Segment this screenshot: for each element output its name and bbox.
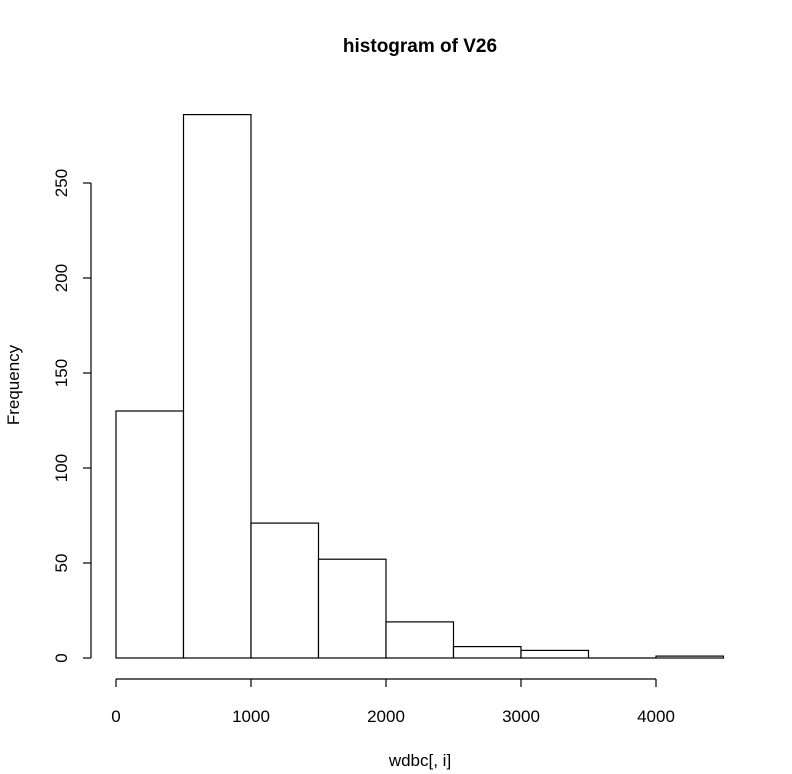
y-axis: 0 50 100 150 200 250	[52, 169, 92, 663]
x-tick-label: 2000	[367, 707, 405, 726]
y-tick-label: 50	[52, 554, 71, 573]
x-tick-label: 4000	[637, 707, 675, 726]
x-axis: 0 1000 2000 3000 4000	[111, 678, 675, 726]
chart-title: histogram of V26	[343, 36, 497, 57]
y-tick-label: 0	[52, 653, 71, 662]
histogram-bar	[655, 655, 725, 659]
histogram-bar	[452, 645, 522, 659]
bars-group	[115, 113, 725, 659]
y-axis-label: Frequency	[4, 344, 23, 425]
x-tick-label: 3000	[502, 707, 540, 726]
x-tick-label: 1000	[232, 707, 270, 726]
y-tick-label: 100	[52, 454, 71, 482]
y-tick-label: 250	[52, 169, 71, 197]
histogram-bar	[385, 621, 455, 659]
y-tick-label: 150	[52, 359, 71, 387]
x-tick-label: 0	[111, 707, 120, 726]
histogram-bar	[115, 410, 185, 659]
histogram-bar	[520, 649, 590, 659]
histogram-bar	[250, 522, 320, 659]
y-tick-label: 200	[52, 264, 71, 292]
histogram-bar	[182, 113, 252, 659]
histogram-bar	[317, 558, 387, 659]
x-axis-label: wdbc[, i]	[388, 751, 451, 770]
